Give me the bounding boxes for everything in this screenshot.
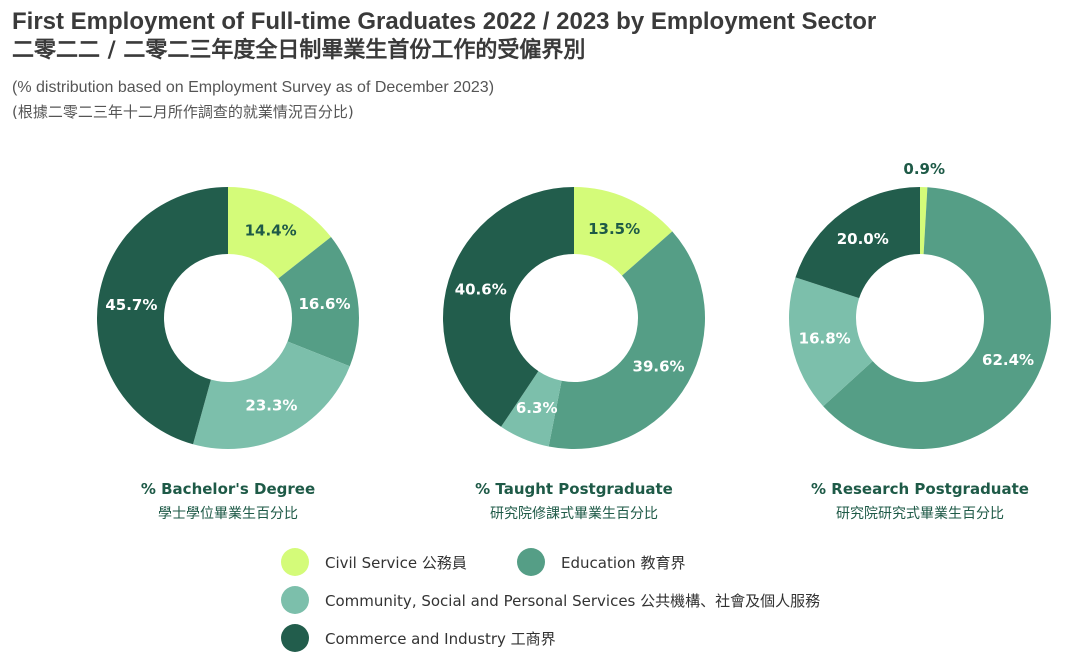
data-label-bachelor-community: 23.3% [245, 396, 297, 414]
data-label-taught-commerce: 40.6% [455, 281, 507, 299]
data-label-research-education: 62.4% [982, 351, 1034, 369]
chart-subtitle: (% distribution based on Employment Surv… [12, 79, 495, 96]
data-label-bachelor-civil-service: 14.4% [245, 221, 297, 239]
data-label-taught-community: 6.3% [516, 399, 558, 417]
legend-label: Civil Service 公務員 [325, 553, 467, 572]
slice-bachelor-civil-service [228, 187, 332, 279]
slice-bachelor-commerce [97, 187, 229, 445]
slice-research-civil-service [920, 187, 928, 255]
data-label-taught-education: 39.6% [633, 358, 685, 376]
slice-taught-education [548, 231, 705, 449]
data-label-research-civil-service: 0.9% [903, 160, 945, 178]
data-label-taught-civil-service: 13.5% [588, 220, 640, 238]
legend-swatch-civil-service [281, 548, 309, 576]
chart-title-zh: 二零二二 / 二零二三年度全日制畢業生首份工作的受僱界別 [12, 38, 586, 63]
data-label-bachelor-education: 16.6% [298, 295, 350, 313]
data-label-research-community: 16.8% [799, 330, 851, 348]
legend-item-community: Community, Social and Personal Services … [281, 586, 820, 614]
chart-subtitle-zh: (根據二零二三年十二月所作調查的就業情況百分比) [12, 103, 354, 121]
caption-bachelor-zh: 學士學位畢業生百分比 [158, 506, 298, 522]
legend-label: Commerce and Industry 工商界 [325, 629, 556, 648]
slice-research-education [823, 187, 1051, 449]
legend-item-commerce: Commerce and Industry 工商界 [281, 624, 556, 652]
chart-title: First Employment of Full-time Graduates … [12, 8, 877, 35]
slice-bachelor-education [278, 237, 359, 367]
caption-bachelor: % Bachelor's Degree [140, 480, 316, 498]
legend-item-education: Education 教育界 [517, 548, 685, 576]
legend-swatch-education [517, 548, 545, 576]
slice-bachelor-community [193, 341, 350, 449]
caption-taught: % Taught Postgraduate [475, 480, 673, 498]
slice-research-community [789, 277, 873, 407]
slice-taught-community [501, 371, 562, 447]
slice-taught-commerce [443, 187, 574, 427]
data-label-research-commerce: 20.0% [837, 230, 889, 248]
data-label-bachelor-commerce: 45.7% [105, 296, 157, 314]
legend-swatch-commerce [281, 624, 309, 652]
caption-research: % Research Postgraduate [811, 480, 1029, 498]
legend-item-civil-service: Civil Service 公務員 [281, 548, 467, 576]
slice-research-commerce [795, 187, 920, 299]
legend-label: Community, Social and Personal Services … [325, 591, 821, 610]
slice-taught-civil-service [574, 187, 673, 276]
caption-research-zh: 研究院研究式畢業生百分比 [836, 506, 1004, 522]
legend-label: Education 教育界 [561, 553, 686, 572]
legend-swatch-community [281, 586, 309, 614]
caption-taught-zh: 研究院修課式畢業生百分比 [490, 506, 658, 522]
